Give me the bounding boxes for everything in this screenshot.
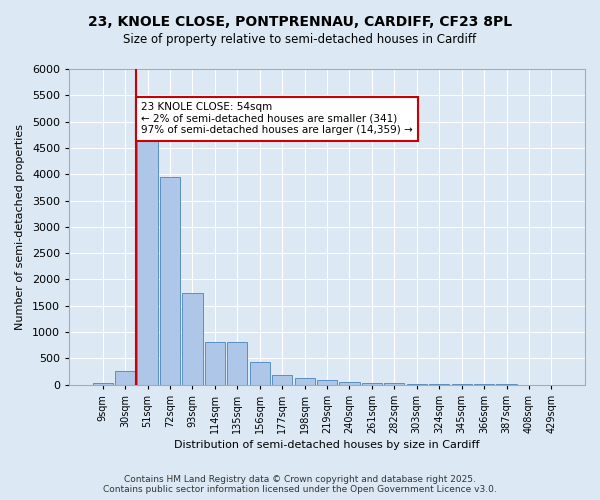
Bar bbox=[272, 374, 292, 384]
Bar bbox=[92, 383, 113, 384]
Bar bbox=[182, 292, 203, 384]
Text: 23 KNOLE CLOSE: 54sqm
← 2% of semi-detached houses are smaller (341)
97% of semi: 23 KNOLE CLOSE: 54sqm ← 2% of semi-detac… bbox=[142, 102, 413, 136]
Text: 23, KNOLE CLOSE, PONTPRENNAU, CARDIFF, CF23 8PL: 23, KNOLE CLOSE, PONTPRENNAU, CARDIFF, C… bbox=[88, 15, 512, 29]
Bar bbox=[227, 342, 247, 384]
Bar bbox=[295, 378, 315, 384]
Text: Contains HM Land Registry data © Crown copyright and database right 2025.
Contai: Contains HM Land Registry data © Crown c… bbox=[103, 474, 497, 494]
Bar bbox=[137, 127, 158, 384]
Bar bbox=[205, 342, 225, 384]
Bar bbox=[317, 380, 337, 384]
Bar bbox=[160, 177, 180, 384]
Bar bbox=[340, 382, 359, 384]
Text: Size of property relative to semi-detached houses in Cardiff: Size of property relative to semi-detach… bbox=[124, 32, 476, 46]
Bar bbox=[115, 371, 135, 384]
Bar bbox=[250, 362, 270, 384]
Y-axis label: Number of semi-detached properties: Number of semi-detached properties bbox=[15, 124, 25, 330]
Bar bbox=[362, 383, 382, 384]
X-axis label: Distribution of semi-detached houses by size in Cardiff: Distribution of semi-detached houses by … bbox=[174, 440, 480, 450]
